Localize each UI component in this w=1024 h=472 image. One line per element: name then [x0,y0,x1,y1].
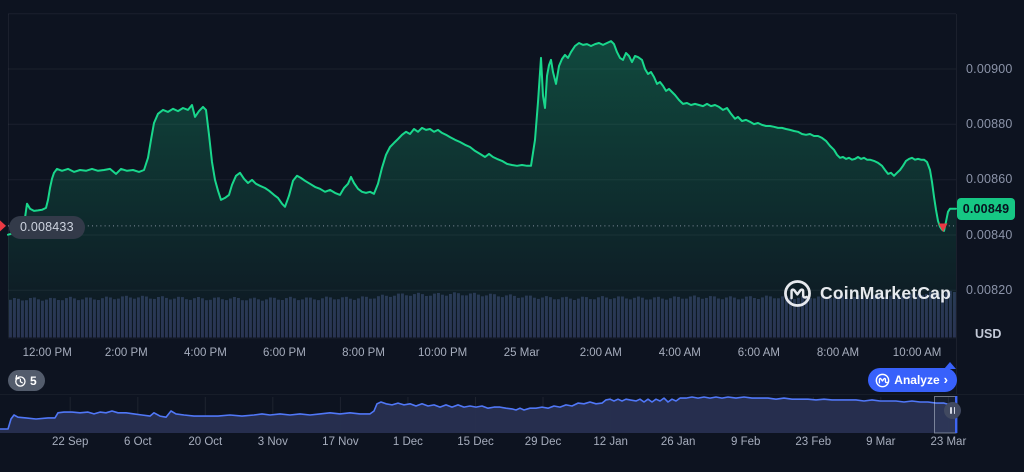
analyze-label: Analyze [894,373,940,387]
watermark-text: CoinMarketCap [820,283,951,303]
coinmarketcap-logo-icon [783,279,812,308]
navigator-date-tick: 26 Jan [660,436,696,448]
price-axis-tick: 0.00840 [966,227,1013,242]
analyze-logo-icon [875,373,890,388]
navigator-date-tick: 23 Mar [930,436,967,448]
time-axis-tick: 6:00 AM [737,347,780,359]
open-price-edge-marker [0,220,6,232]
time-axis-tick: 12:00 PM [22,347,72,359]
navigator-date-tick: 20 Oct [188,436,223,448]
time-axis-tick: 8:00 PM [342,347,385,359]
drag-handle-grip-icon [953,407,955,414]
history-clock-icon [13,374,27,388]
time-axis-tick: 2:00 PM [104,347,148,359]
navigator-date-tick: 1 Dec [392,436,423,448]
time-axis-tick: 25 Mar [503,347,540,359]
navigator-brush-area[interactable] [0,396,957,434]
price-axis-tick: 0.00880 [966,116,1013,131]
history-count: 5 [30,373,37,388]
navigator-date-tick: 17 Nov [322,436,359,448]
time-axis-tick: 10:00 PM [417,347,468,359]
navigator-date-tick: 6 Oct [124,436,152,448]
navigator-date-tick: 3 Nov [257,436,288,448]
navigator-date-tick: 22 Sep [51,436,89,448]
time-axis-tick: 2:00 AM [579,347,622,359]
price-line [7,40,957,236]
history-button[interactable]: 5 [8,370,45,391]
current-price-badge: 0.00849 [957,198,1015,220]
chevron-right-icon: › [943,372,948,387]
time-axis-tick: 8:00 AM [816,347,860,359]
price-dip-marker [938,223,948,233]
drag-handle-grip-icon [950,407,952,414]
navigator-area-fill [0,397,957,433]
time-axis-tick: 10:00 AM [892,347,942,359]
currency-unit-label: USD [975,327,1002,341]
navigator-drag-handle[interactable] [944,402,961,419]
time-axis-tick: 4:00 PM [183,347,227,359]
analyze-tooltip-tail [944,362,956,369]
navigator-date-tick: 29 Dec [524,436,562,448]
navigator-line [0,396,958,430]
open-price-label: 0.008433 [9,216,85,239]
time-axis-tick: 4:00 AM [658,347,701,359]
navigator-date-tick: 9 Mar [866,436,896,448]
navigator-date-tick: 9 Feb [730,436,761,448]
price-axis-tick: 0.00900 [966,61,1013,76]
analyze-button[interactable]: Analyze › [868,368,957,392]
price-axis-tick: 0.00820 [966,282,1013,297]
coinmarketcap-watermark: CoinMarketCap [783,279,951,308]
navigator-date-tick: 15 Dec [457,436,494,448]
price-axis-tick: 0.00860 [966,172,1013,187]
navigator-date-tick: 12 Jan [593,436,628,448]
price-area-fill [8,41,956,338]
navigator-date-tick: 23 Feb [795,436,832,448]
time-axis-tick: 6:00 PM [262,347,306,359]
